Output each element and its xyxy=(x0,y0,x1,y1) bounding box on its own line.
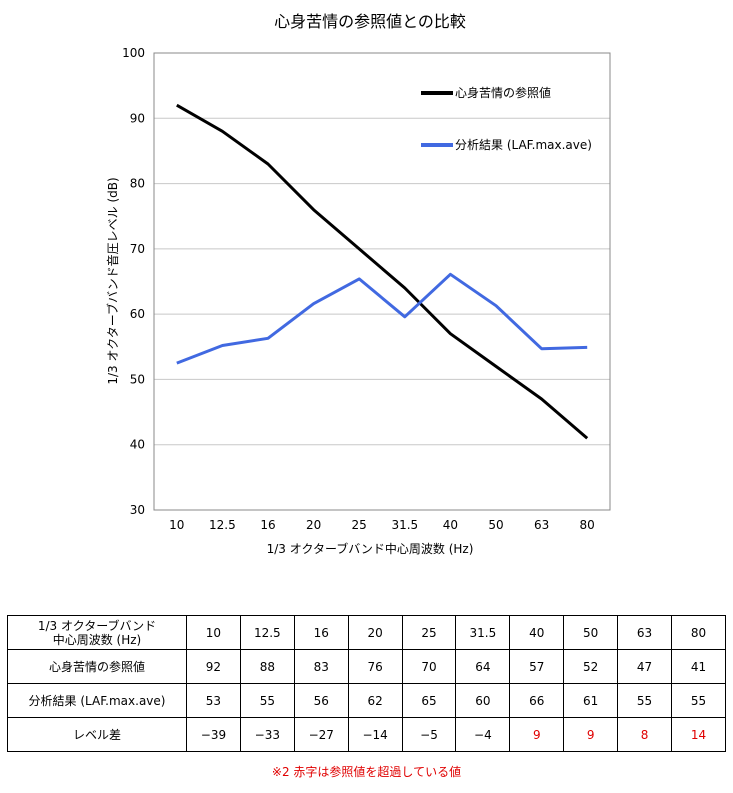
table-cell: 8 xyxy=(617,717,673,752)
table-frequency-cell: 20 xyxy=(347,615,403,650)
table-cell: 57 xyxy=(509,649,565,684)
x-tick-label: 31.5 xyxy=(391,518,418,532)
table-cell: 60 xyxy=(455,683,511,718)
y-tick-label: 40 xyxy=(130,438,145,452)
table-cell: 88 xyxy=(239,649,295,684)
series-line-1 xyxy=(176,272,588,365)
table-row-label: 心身苦情の参照値 xyxy=(7,649,187,684)
table-cell: −14 xyxy=(347,717,403,752)
table-cell: −5 xyxy=(401,717,457,752)
y-tick-label: 70 xyxy=(130,242,145,256)
comparison-table: 1/3 オクターブバンド 中心周波数 (Hz) 10 12.5 16 20 25 31.5 4… xyxy=(7,615,726,752)
y-tick-label: 30 xyxy=(130,503,145,517)
table-cell: 70 xyxy=(401,649,457,684)
footnote: ※2 赤字は参照値を超過している値 xyxy=(271,765,462,779)
table-cell: 55 xyxy=(617,683,673,718)
x-tick-label: 25 xyxy=(352,518,367,532)
table-frequency-cell: 50 xyxy=(563,615,619,650)
table-cell: 14 xyxy=(671,717,726,752)
table-frequency-cell: 31.5 xyxy=(455,615,511,650)
x-axis-label: 1/3 オクターブバンド中心周波数 (Hz) xyxy=(267,541,474,556)
table-cell: 47 xyxy=(617,649,673,684)
chart: 心身苦情の参照値との比較 30 40 50 60 70 80 90 100 10 12.5 16 2… xyxy=(105,12,611,556)
x-tick-label: 12.5 xyxy=(209,518,236,532)
x-axis-ticks: 10 12.5 16 20 25 31.5 40 50 63 80 xyxy=(169,518,595,532)
table-cell: 52 xyxy=(563,649,619,684)
x-tick-label: 10 xyxy=(169,518,184,532)
table-frequency-cell: 10 xyxy=(186,615,241,650)
x-tick-label: 50 xyxy=(488,518,503,532)
plot-area xyxy=(153,52,611,511)
table-cell: 56 xyxy=(293,683,349,718)
table-frequency-cell: 80 xyxy=(671,615,726,650)
x-tick-label: 16 xyxy=(260,518,275,532)
table-cell: −33 xyxy=(239,717,295,752)
y-axis-ticks: 30 40 50 60 70 80 90 100 xyxy=(122,46,145,517)
table-cell: 55 xyxy=(239,683,295,718)
table-cell: 64 xyxy=(455,649,511,684)
table-frequency-cell: 12.5 xyxy=(239,615,295,650)
x-tick-label: 40 xyxy=(443,518,458,532)
table-row: 分析結果 (LAF.max.ave) 53 55 56 62 65 60 66 61 55 55 xyxy=(7,683,726,718)
x-tick-label: 80 xyxy=(580,518,595,532)
table-cell: 83 xyxy=(293,649,349,684)
table-cell: 62 xyxy=(347,683,403,718)
legend: 心身苦情の参照値 分析結果 (LAF.max.ave) xyxy=(421,85,592,152)
table-cell: 66 xyxy=(509,683,565,718)
table-frequency-cell: 25 xyxy=(401,615,457,650)
table-row-label: 分析結果 (LAF.max.ave) xyxy=(7,683,187,718)
table-cell: 9 xyxy=(563,717,619,752)
legend-label-reference: 心身苦情の参照値 xyxy=(455,85,551,100)
legend-label-result: 分析結果 (LAF.max.ave) xyxy=(455,138,592,152)
table-cell: −39 xyxy=(186,717,241,752)
y-tick-label: 80 xyxy=(130,177,145,191)
table-cell: 76 xyxy=(347,649,403,684)
table-cell: −4 xyxy=(455,717,511,752)
table-cell: 41 xyxy=(671,649,726,684)
table-cell: 9 xyxy=(509,717,565,752)
y-tick-label: 100 xyxy=(122,46,145,60)
table-row: レベル差 −39 −33 −27 −14 −5 −4 9 9 8 14 xyxy=(7,717,726,752)
chart-title: 心身苦情の参照値との比較 xyxy=(274,12,466,31)
table-row-label: レベル差 xyxy=(7,717,187,752)
y-tick-label: 90 xyxy=(130,111,145,125)
table-frequency-cell: 40 xyxy=(509,615,565,650)
table-cell: −27 xyxy=(293,717,349,752)
table-frequency-cell: 63 xyxy=(617,615,673,650)
table-header-label: 1/3 オクターブバンド 中心周波数 (Hz) xyxy=(7,615,187,650)
table-cell: 53 xyxy=(186,683,241,718)
plot-grid xyxy=(154,117,610,446)
table-row: 心身苦情の参照値 92 88 83 76 70 64 57 52 47 41 xyxy=(7,649,726,684)
table-frequency-cell: 16 xyxy=(293,615,349,650)
table-cell: 65 xyxy=(401,683,457,718)
x-tick-label: 63 xyxy=(534,518,549,532)
series-lines xyxy=(176,103,589,440)
table-header-row: 1/3 オクターブバンド 中心周波数 (Hz) 10 12.5 16 20 25 31.5 4… xyxy=(7,615,726,650)
table-cell: 92 xyxy=(186,649,241,684)
table-cell: 55 xyxy=(671,683,726,718)
y-tick-label: 60 xyxy=(130,307,145,321)
y-tick-label: 50 xyxy=(130,372,145,386)
table-cell: 61 xyxy=(563,683,619,718)
x-tick-label: 20 xyxy=(306,518,321,532)
series-line-0 xyxy=(176,103,589,440)
y-axis-label: 1/3 オクターブバンド音圧レベル (dB) xyxy=(105,177,120,384)
